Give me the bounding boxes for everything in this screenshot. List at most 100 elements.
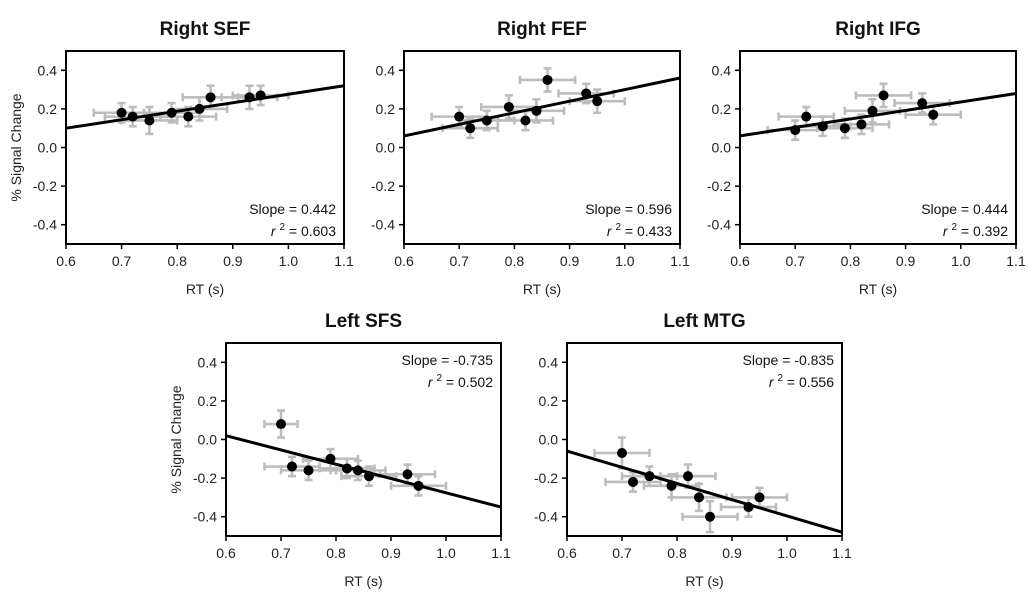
- y-tick-label: -0.4: [371, 217, 395, 233]
- r-symbol: r: [271, 223, 280, 239]
- panel-right-ifg: Right IFG 0.6 0.7 0.8 0.9 1.0 1.1 0.4 0.2 0.0 -0.2…: [707, 19, 1026, 297]
- regression-line: [403, 76, 681, 138]
- x-tick-label: 1.0: [951, 253, 971, 269]
- y-tick-label: 0.4: [376, 62, 396, 78]
- x-tick-label: 1.1: [832, 545, 852, 561]
- data-point: [694, 492, 704, 503]
- r-symbol: r: [769, 374, 778, 390]
- y-tick-label: 0.2: [38, 101, 58, 117]
- x-tick-label: 0.9: [896, 253, 916, 269]
- y-tick-label: 0.0: [376, 140, 396, 156]
- data-point: [666, 480, 677, 491]
- panel-left-mtg: Left MTG 0.6 0.7 0.8 0.9 1.0 1.1 0.4 0.2 0.0 -0.2 -…: [534, 311, 852, 589]
- y-tick-label: -0.2: [371, 178, 395, 194]
- y-tick-label: 0.0: [38, 140, 58, 156]
- r-squared-value: = 0.392: [957, 223, 1008, 239]
- chart-title: Right SEF: [160, 19, 251, 40]
- r-squared-text: r 2 = 0.502: [428, 373, 493, 390]
- data-point: [287, 461, 297, 472]
- data-point: [353, 465, 363, 476]
- slope-text: Slope = 0.442: [249, 201, 336, 217]
- r-superscript: 2: [436, 373, 442, 384]
- chart-title: Right FEF: [497, 19, 587, 40]
- y-tick-label: -0.4: [534, 509, 558, 525]
- data-point: [325, 453, 336, 464]
- data-point: [342, 463, 352, 474]
- x-tick-label: 0.8: [667, 545, 687, 561]
- r-symbol: r: [428, 374, 437, 390]
- x-axis-label: RT (s): [523, 281, 561, 297]
- r-squared-text: r 2 = 0.392: [943, 222, 1008, 239]
- data-point: [754, 492, 765, 503]
- data-point: [364, 471, 374, 482]
- y-axis-label: % Signal Change: [168, 385, 184, 493]
- data-point: [581, 88, 592, 99]
- x-tick-label: 0.6: [56, 253, 76, 269]
- y-tick-label: 0.0: [539, 432, 559, 448]
- slope-text: Slope = -0.835: [743, 352, 835, 368]
- r-squared-text: r 2 = 0.556: [769, 373, 834, 390]
- x-tick-label: 0.9: [223, 253, 243, 269]
- data-point: [255, 90, 266, 101]
- y-tick-label: -0.2: [193, 470, 217, 486]
- data-point: [705, 511, 715, 522]
- data-point: [928, 109, 939, 120]
- x-tick-label: 0.7: [612, 545, 632, 561]
- x-tick-label: 0.7: [785, 253, 805, 269]
- data-point: [144, 115, 155, 126]
- x-tick-label: 1.0: [436, 545, 456, 561]
- y-tick-label: 0.2: [539, 393, 559, 409]
- x-tick-label: 1.0: [279, 253, 299, 269]
- x-tick-label: 1.1: [334, 253, 354, 269]
- y-tick-label: -0.2: [534, 470, 558, 486]
- x-axis-label: RT (s): [859, 281, 897, 297]
- data-point: [244, 92, 255, 103]
- data-point: [856, 119, 867, 130]
- x-tick-label: 0.6: [216, 545, 236, 561]
- data-point: [817, 121, 828, 132]
- data-point: [790, 125, 801, 136]
- y-tick-label: -0.2: [707, 178, 731, 194]
- x-tick-label: 0.7: [449, 253, 469, 269]
- r-squared-value: = 0.556: [783, 374, 834, 390]
- r-squared-value: = 0.502: [442, 374, 493, 390]
- data-point: [743, 502, 754, 513]
- panel-right-fef: Right FEF 0.6 0.7 0.8 0.9 1.0 1.1 0.4 0.2 0.0 -0.2…: [371, 19, 690, 297]
- data-point: [454, 111, 465, 122]
- y-tick-label: 0.2: [376, 101, 396, 117]
- x-axis-label: RT (s): [344, 573, 382, 589]
- x-tick-label: 0.9: [722, 545, 742, 561]
- slope-text: Slope = 0.596: [585, 201, 672, 217]
- data-point: [116, 107, 127, 118]
- data-point: [801, 111, 812, 122]
- slope-text: Slope = 0.444: [921, 201, 1008, 217]
- regression-line: [65, 84, 345, 130]
- data-point: [592, 96, 603, 107]
- y-tick-label: 0.0: [198, 432, 218, 448]
- data-point: [520, 115, 531, 126]
- x-tick-label: 0.8: [326, 545, 346, 561]
- data-point: [465, 123, 476, 134]
- data-point: [413, 480, 424, 491]
- y-tick-label: -0.4: [707, 217, 731, 233]
- x-tick-label: 1.1: [1006, 253, 1026, 269]
- x-tick-label: 0.7: [112, 253, 132, 269]
- data-point: [628, 476, 638, 487]
- data-point: [917, 98, 928, 109]
- data-point: [303, 465, 314, 476]
- r-superscript: 2: [615, 222, 621, 233]
- r-superscript: 2: [951, 222, 957, 233]
- r-symbol: r: [943, 223, 952, 239]
- data-point: [542, 74, 553, 85]
- data-point: [402, 469, 413, 480]
- data-point: [481, 115, 492, 126]
- data-point: [127, 111, 138, 122]
- chart-title: Left SFS: [325, 311, 402, 332]
- x-tick-label: 0.8: [505, 253, 525, 269]
- y-tick-label: 0.4: [539, 354, 559, 370]
- data-point: [503, 101, 514, 112]
- data-point: [183, 111, 194, 122]
- data-point: [644, 471, 655, 482]
- r-squared-text: r 2 = 0.603: [271, 222, 336, 239]
- y-tick-label: -0.4: [33, 217, 57, 233]
